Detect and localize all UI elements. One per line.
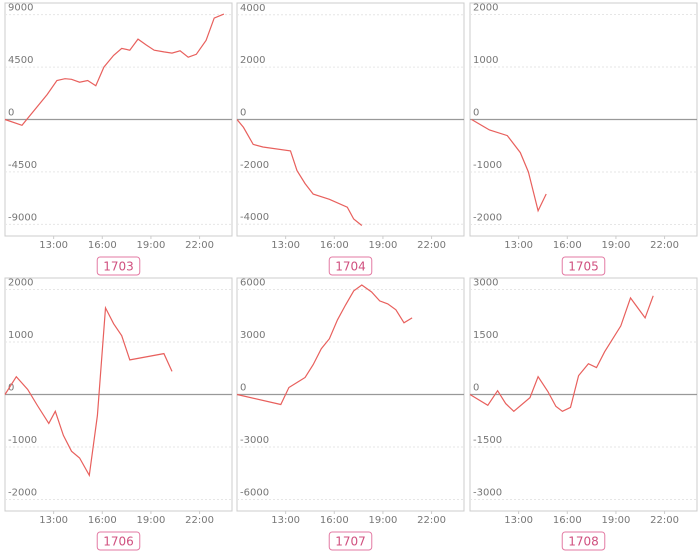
x-tick-label: 16:00 [320, 515, 349, 526]
y-tick-label: 1500 [473, 330, 498, 341]
y-tick-label: 0 [240, 108, 246, 119]
line [236, 119, 363, 226]
y-tick-label: -4000 [240, 212, 269, 223]
y-tick-label: -6000 [240, 487, 269, 498]
y-tick-label: 4000 [240, 3, 265, 14]
x-tick-label: 16:00 [320, 240, 349, 251]
y-tick-label: 0 [473, 108, 479, 119]
y-tick-label: 0 [473, 383, 479, 394]
y-tick-label: 0 [8, 383, 14, 394]
x-tick-label: 13:00 [39, 240, 68, 251]
y-tick-label: -3000 [473, 487, 502, 498]
line [471, 118, 547, 213]
chart-title[interactable]: 1705 [568, 260, 599, 274]
y-tick-label: 1000 [8, 330, 33, 341]
y-tick-label: -1000 [8, 435, 37, 446]
line [4, 305, 173, 478]
y-tick-label: 2000 [240, 55, 265, 66]
line [4, 13, 225, 127]
y-tick-label: -2000 [240, 160, 269, 171]
chart-title[interactable]: 1707 [335, 535, 366, 549]
y-tick-label: -2000 [473, 212, 502, 223]
x-tick-label: 13:00 [504, 240, 533, 251]
chart-title[interactable]: 1708 [568, 535, 599, 549]
x-tick-label: 13:00 [271, 240, 300, 251]
title-box[interactable] [561, 531, 606, 551]
x-tick-label: 16:00 [553, 240, 582, 251]
x-tick-label: 19:00 [602, 240, 631, 251]
y-tick-label: 4500 [8, 55, 33, 66]
y-tick-label: -1000 [473, 160, 502, 171]
x-tick-label: 13:00 [271, 515, 300, 526]
x-tick-label: 22:00 [650, 240, 679, 251]
x-tick-label: 16:00 [88, 515, 117, 526]
x-tick-label: 19:00 [137, 240, 166, 251]
y-tick-label: 6000 [240, 278, 265, 289]
x-tick-label: 16:00 [88, 240, 117, 251]
title-box[interactable] [561, 256, 606, 276]
y-tick-label: 2000 [473, 3, 498, 14]
line [236, 284, 413, 406]
y-tick-label: -3000 [240, 435, 269, 446]
x-tick-label: 19:00 [602, 515, 631, 526]
chart-title[interactable]: 1706 [103, 535, 134, 549]
x-tick-label: 22:00 [417, 515, 446, 526]
x-tick-label: 13:00 [504, 515, 533, 526]
y-tick-label: 9000 [8, 3, 33, 14]
title-box[interactable] [96, 531, 141, 551]
y-tick-label: 0 [8, 108, 14, 119]
y-tick-label: 0 [240, 383, 246, 394]
x-tick-label: 22:00 [417, 240, 446, 251]
y-tick-label: 3000 [473, 278, 498, 289]
y-tick-label: 2000 [8, 278, 33, 289]
chart-title[interactable]: 1703 [103, 260, 134, 274]
title-box[interactable] [328, 256, 373, 276]
y-tick-label: -4500 [8, 160, 37, 171]
x-tick-label: 22:00 [650, 515, 679, 526]
line [469, 295, 654, 413]
y-tick-label: -9000 [8, 212, 37, 223]
y-tick-label: 1000 [473, 55, 498, 66]
x-tick-label: 13:00 [39, 515, 68, 526]
y-tick-label: -2000 [8, 487, 37, 498]
x-tick-label: 19:00 [137, 515, 166, 526]
x-tick-label: 19:00 [369, 515, 398, 526]
chart-title[interactable]: 1704 [335, 260, 366, 274]
y-tick-label: 3000 [240, 330, 265, 341]
y-tick-label: -1500 [473, 435, 502, 446]
title-box[interactable] [328, 531, 373, 551]
x-tick-label: 16:00 [553, 515, 582, 526]
x-tick-label: 22:00 [185, 515, 214, 526]
x-tick-label: 19:00 [369, 240, 398, 251]
x-tick-label: 22:00 [185, 240, 214, 251]
title-box[interactable] [96, 256, 141, 276]
